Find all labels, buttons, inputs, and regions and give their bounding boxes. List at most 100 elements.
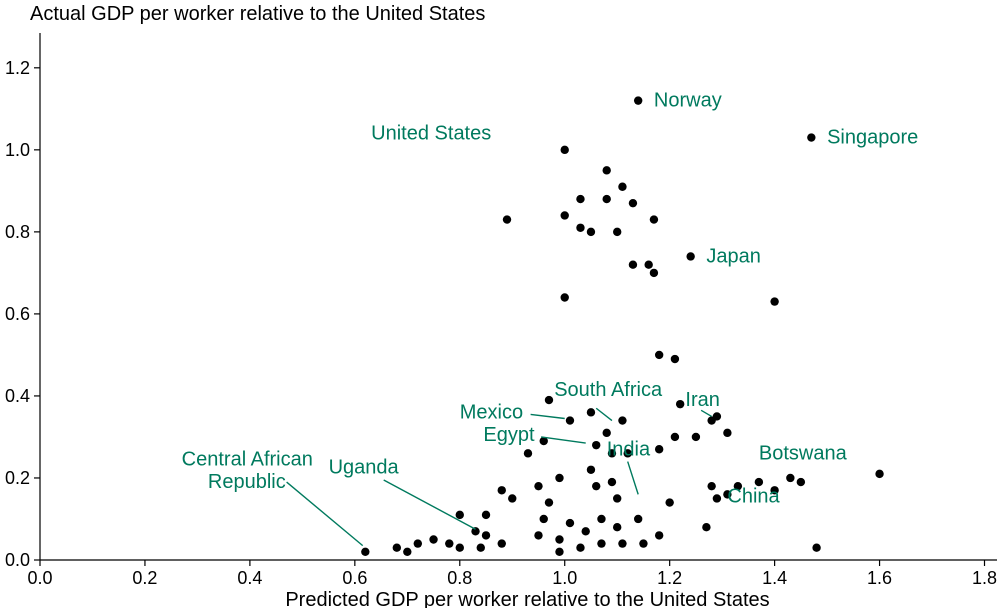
data-point [566, 519, 574, 527]
data-point [456, 511, 464, 519]
data-point [555, 535, 563, 543]
data-point [671, 355, 679, 363]
x-tick-label: 0.0 [27, 568, 52, 588]
annotation-singapore: Singapore [827, 127, 918, 149]
annotation-iran: Iran [685, 389, 719, 411]
data-point [875, 470, 883, 478]
callout-line [531, 414, 565, 418]
data-point [477, 543, 485, 551]
data-point [597, 539, 605, 547]
x-tick-label: 0.4 [237, 568, 262, 588]
data-point [676, 400, 684, 408]
y-tick-label: 0.6 [5, 304, 30, 324]
x-tick-label: 1.0 [552, 568, 577, 588]
x-tick-label: 1.8 [972, 568, 997, 588]
data-point [644, 260, 652, 268]
data-point [655, 445, 663, 453]
data-point [576, 195, 584, 203]
x-tick-label: 1.2 [657, 568, 682, 588]
data-point [639, 539, 647, 547]
annotation-south_africa: South Africa [554, 379, 663, 401]
data-point [534, 482, 542, 490]
data-point [597, 515, 605, 523]
data-point [429, 535, 437, 543]
data-point [414, 539, 422, 547]
data-point [361, 548, 369, 556]
data-point [587, 408, 595, 416]
data-point [524, 449, 532, 457]
data-point [655, 351, 663, 359]
annotation-botswana: Botswana [759, 442, 848, 464]
data-point [650, 215, 658, 223]
data-point [555, 474, 563, 482]
x-tick-label: 0.2 [132, 568, 157, 588]
callout-line [384, 480, 476, 529]
data-point [655, 531, 663, 539]
callout-line [628, 462, 638, 495]
data-point [566, 416, 574, 424]
annotation-china: China [727, 485, 780, 507]
annotation-japan: Japan [706, 245, 761, 267]
data-point [498, 539, 506, 547]
data-point [592, 441, 600, 449]
data-point [634, 96, 642, 104]
data-point [613, 228, 621, 236]
data-point [713, 494, 721, 502]
data-point [592, 482, 600, 490]
x-tick-label: 1.6 [867, 568, 892, 588]
data-point [576, 224, 584, 232]
y-tick-label: 1.2 [5, 58, 30, 78]
data-point [508, 494, 516, 502]
callout-line [701, 410, 711, 416]
annotation-norway: Norway [654, 90, 722, 112]
x-axis-title: Predicted GDP per worker relative to the… [285, 589, 769, 608]
data-point [498, 486, 506, 494]
data-point [603, 195, 611, 203]
data-point [671, 433, 679, 441]
data-point [618, 539, 626, 547]
data-point [456, 543, 464, 551]
data-point [692, 433, 700, 441]
x-tick-label: 0.6 [342, 568, 367, 588]
y-axis-title: Actual GDP per worker relative to the Un… [30, 3, 485, 25]
data-point [686, 252, 694, 260]
y-tick-label: 0.4 [5, 386, 30, 406]
data-point [713, 412, 721, 420]
data-point [545, 498, 553, 506]
chart-container: 0.00.20.40.60.81.01.20.00.20.40.60.81.01… [0, 0, 1005, 608]
data-point [629, 199, 637, 207]
data-point [665, 498, 673, 506]
data-point [582, 527, 590, 535]
data-point [786, 474, 794, 482]
x-tick-label: 0.8 [447, 568, 472, 588]
data-point [534, 531, 542, 539]
data-point [482, 511, 490, 519]
data-point [482, 531, 490, 539]
annotation-car1: Central African [182, 449, 313, 471]
data-point [770, 297, 778, 305]
data-point [503, 215, 511, 223]
annotation-united_states: United States [371, 122, 491, 144]
data-point [702, 523, 710, 531]
data-point [445, 539, 453, 547]
data-point [608, 478, 616, 486]
data-point [634, 515, 642, 523]
data-point [561, 146, 569, 154]
data-point [807, 133, 815, 141]
annotation-mexico: Mexico [460, 401, 523, 423]
annotation-car2: Republic [208, 471, 286, 493]
data-point [587, 466, 595, 474]
data-point [545, 396, 553, 404]
annotation-uganda: Uganda [329, 457, 400, 479]
data-point [613, 523, 621, 531]
data-point [576, 543, 584, 551]
data-point [613, 494, 621, 502]
data-point [587, 228, 595, 236]
data-point [650, 269, 658, 277]
data-point [797, 478, 805, 486]
data-point [561, 211, 569, 219]
data-point [618, 183, 626, 191]
data-point [603, 429, 611, 437]
data-point [629, 260, 637, 268]
x-tick-label: 1.4 [762, 568, 787, 588]
